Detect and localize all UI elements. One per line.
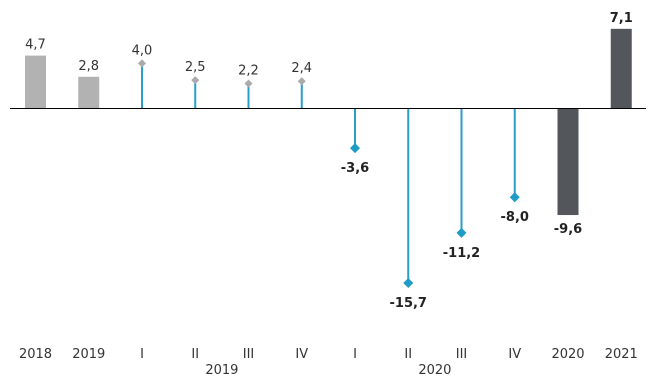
marker-8 [456,227,467,238]
value-label-6: -3,6 [341,161,369,176]
marker-5 [297,77,306,86]
marker-4 [244,79,253,88]
marker-6 [350,143,360,154]
bar-1 [78,76,100,108]
bar-0 [25,55,46,108]
group-label-0: 2019 [205,363,238,378]
value-label-9: -8,0 [501,210,529,225]
chart-labels: 4,7 2018 2,8 2019 4,0 I 2,5 II 2,2 III 2,4 IV -3,6 I -… [19,11,638,378]
tick-label-6: I [353,347,357,362]
tick-label-8: III [456,347,468,362]
value-label-11: 7,1 [610,11,633,26]
value-label-10: -9,6 [554,222,582,237]
value-label-3: 2,5 [185,60,206,75]
value-label-4: 2,2 [238,63,259,78]
marker-3 [191,76,200,85]
tick-label-11: 2021 [605,347,638,362]
tick-label-2: I [140,347,144,362]
tick-label-5: IV [295,347,308,362]
value-label-7: -15,7 [390,296,427,311]
chart-marks [25,28,632,289]
tick-label-1: 2019 [72,347,105,362]
marker-7 [403,278,414,289]
value-label-2: 4,0 [132,43,153,58]
marker-9 [509,192,520,203]
tick-label-0: 2018 [19,347,52,362]
group-label-1: 2020 [418,363,451,378]
tick-label-7: II [404,347,412,362]
value-label-5: 2,4 [291,61,312,76]
bar-10 [557,108,579,216]
bar-11 [610,28,632,108]
tick-label-3: II [191,347,199,362]
marker-2 [138,59,146,68]
value-label-1: 2,8 [78,59,99,74]
tick-label-10: 2020 [551,347,584,362]
value-label-0: 4,7 [25,38,46,53]
tick-label-4: III [243,347,255,362]
value-label-8: -11,2 [443,246,480,261]
tick-label-9: IV [508,347,521,362]
